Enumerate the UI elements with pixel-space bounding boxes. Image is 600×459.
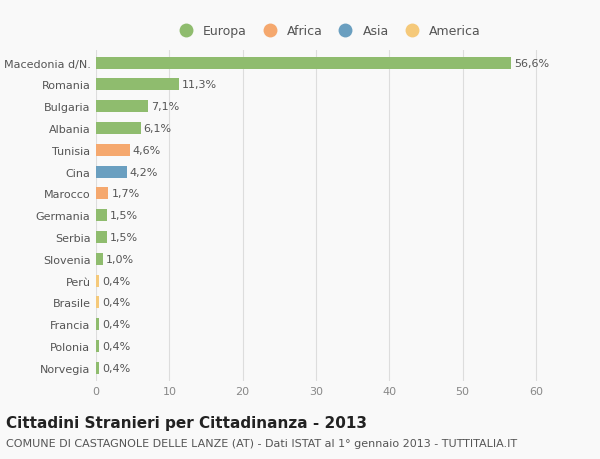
- Text: 0,4%: 0,4%: [102, 319, 130, 330]
- Bar: [96, 210, 107, 222]
- Bar: [96, 57, 511, 69]
- Bar: [96, 231, 107, 243]
- Text: 7,1%: 7,1%: [151, 102, 179, 112]
- Text: 6,1%: 6,1%: [143, 124, 172, 134]
- Bar: [96, 319, 99, 330]
- Text: 4,6%: 4,6%: [133, 146, 161, 156]
- Text: 1,5%: 1,5%: [110, 211, 138, 221]
- Text: 0,4%: 0,4%: [102, 276, 130, 286]
- Bar: [96, 188, 109, 200]
- Text: 1,0%: 1,0%: [106, 254, 134, 264]
- Bar: [96, 340, 99, 352]
- Text: Cittadini Stranieri per Cittadinanza - 2013: Cittadini Stranieri per Cittadinanza - 2…: [6, 415, 367, 431]
- Text: 1,7%: 1,7%: [112, 189, 140, 199]
- Bar: [96, 297, 99, 308]
- Bar: [96, 166, 127, 178]
- Bar: [96, 362, 99, 374]
- Text: COMUNE DI CASTAGNOLE DELLE LANZE (AT) - Dati ISTAT al 1° gennaio 2013 - TUTTITAL: COMUNE DI CASTAGNOLE DELLE LANZE (AT) - …: [6, 438, 517, 448]
- Text: 11,3%: 11,3%: [182, 80, 217, 90]
- Legend: Europa, Africa, Asia, America: Europa, Africa, Asia, America: [168, 20, 486, 43]
- Text: 0,4%: 0,4%: [102, 298, 130, 308]
- Text: 56,6%: 56,6%: [514, 59, 549, 68]
- Bar: [96, 101, 148, 113]
- Bar: [96, 253, 103, 265]
- Bar: [96, 145, 130, 157]
- Bar: [96, 123, 141, 135]
- Bar: [96, 79, 179, 91]
- Text: 1,5%: 1,5%: [110, 232, 138, 242]
- Text: 4,2%: 4,2%: [130, 167, 158, 177]
- Text: 0,4%: 0,4%: [102, 341, 130, 351]
- Text: 0,4%: 0,4%: [102, 363, 130, 373]
- Bar: [96, 275, 99, 287]
